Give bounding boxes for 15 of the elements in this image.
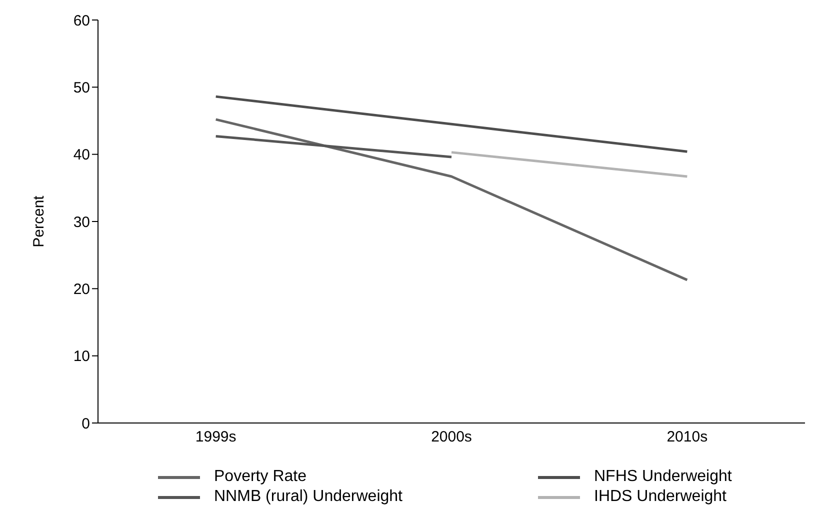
y-axis-title: Percent (30, 194, 48, 248)
y-tick-label: 50 (73, 79, 90, 96)
x-tick-label: 1999s (195, 428, 236, 446)
y-tick-label: 60 (73, 12, 90, 30)
legend-label: NFHS Underweight (594, 468, 732, 486)
y-tick-label: 10 (73, 348, 90, 366)
x-tick-label: 2000s (431, 428, 472, 446)
y-tick-label: 20 (73, 280, 90, 298)
y-tick-label: 30 (73, 214, 90, 231)
legend-label: NNMB (rural) Underweight (214, 488, 402, 506)
y-tick-label: 40 (73, 146, 90, 164)
x-tick-label: 2010s (666, 428, 708, 446)
legend-label: IHDS Underweight (594, 488, 726, 506)
y-tick-label: 0 (82, 415, 90, 432)
legend-label: Poverty Rate (214, 468, 306, 486)
